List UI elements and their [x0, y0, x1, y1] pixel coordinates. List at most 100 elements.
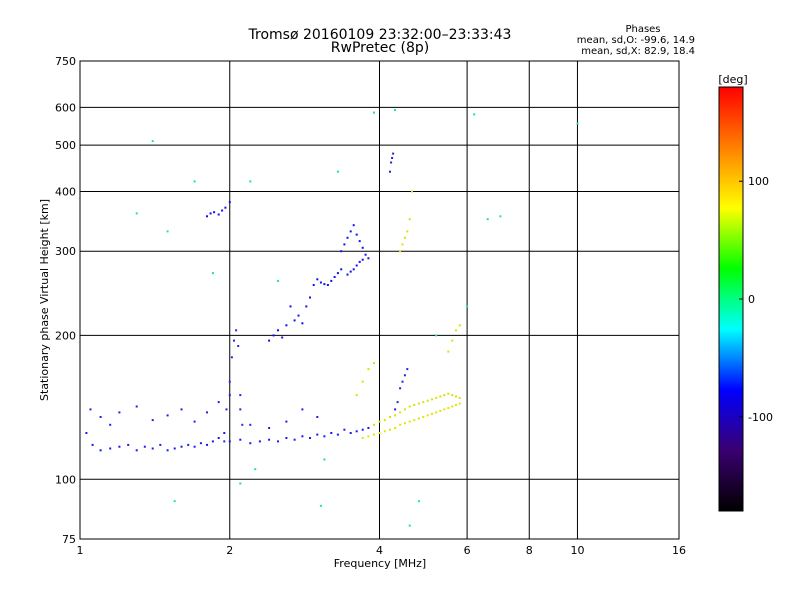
data-point	[249, 180, 252, 183]
data-point	[358, 240, 361, 243]
data-point	[399, 423, 402, 426]
data-point	[333, 276, 336, 278]
data-point	[343, 243, 346, 246]
x-tick-label: 10	[570, 544, 584, 557]
data-point	[228, 394, 231, 397]
data-point	[340, 268, 343, 271]
y-tick-label: 100	[55, 473, 76, 486]
data-point	[233, 339, 235, 342]
data-point	[237, 345, 240, 347]
data-point	[361, 246, 364, 249]
x-tick-label: 1	[77, 544, 84, 557]
grid-lines	[80, 61, 679, 539]
data-point	[417, 500, 420, 503]
phase-info-heading: Phases	[625, 24, 660, 35]
data-point	[361, 380, 364, 383]
data-point	[224, 206, 227, 209]
data-point	[355, 394, 358, 397]
data-point	[254, 468, 257, 471]
data-point	[576, 122, 579, 125]
data-point	[499, 215, 502, 218]
chart-title: Tromsø 20160109 23:32:00–23:33:43	[248, 27, 512, 43]
data-point	[447, 350, 450, 353]
phase-info-o: mean, sd,O: -99.6, 14.9	[577, 35, 695, 46]
data-point	[355, 233, 358, 236]
data-point	[277, 440, 279, 443]
data-point	[127, 443, 130, 446]
data-point	[151, 447, 154, 450]
x-tick-label: 4	[376, 544, 383, 557]
data-point	[391, 157, 394, 159]
data-point	[455, 395, 457, 398]
data-point	[249, 442, 252, 445]
data-point	[406, 368, 409, 371]
data-point	[417, 402, 420, 405]
data-point	[312, 284, 315, 286]
data-point	[135, 449, 138, 452]
data-point	[406, 230, 409, 233]
data-point	[373, 362, 375, 365]
data-point	[268, 339, 271, 342]
data-point	[285, 324, 288, 327]
data-point	[403, 408, 406, 411]
data-point	[239, 482, 242, 485]
data-point	[439, 409, 442, 412]
data-point	[346, 236, 349, 239]
data-point	[85, 432, 88, 434]
data-point	[268, 427, 271, 429]
data-point	[443, 394, 446, 397]
data-point	[473, 113, 476, 116]
data-point	[173, 447, 176, 450]
x-axis-ticks: 1 2 4 6 8 10 16	[77, 544, 687, 557]
data-point	[352, 268, 355, 271]
data-point	[336, 272, 339, 275]
data-point	[373, 433, 375, 436]
y-tick-label: 75	[62, 533, 76, 546]
data-point	[118, 411, 121, 414]
data-point	[355, 264, 358, 267]
data-point	[422, 401, 425, 404]
data-point	[228, 440, 231, 443]
data-point	[193, 420, 196, 423]
x-tick-label: 8	[526, 544, 533, 557]
data-point	[349, 432, 352, 434]
phase-info-x: mean, sd,X: 82.9, 18.4	[581, 46, 695, 57]
data-point	[389, 416, 391, 418]
data-point	[151, 419, 154, 422]
data-point	[316, 278, 319, 281]
data-point	[426, 399, 429, 402]
data-point	[180, 445, 183, 448]
data-point	[361, 428, 364, 431]
y-tick-label: 750	[55, 55, 76, 68]
colorbar: [deg] 100 0 -100	[718, 73, 773, 512]
data-point	[394, 427, 397, 429]
data-point	[392, 152, 395, 155]
data-point	[166, 414, 169, 417]
data-point	[309, 437, 311, 439]
data-point	[352, 224, 355, 227]
data-point	[223, 440, 226, 443]
data-point	[301, 408, 304, 411]
data-point	[241, 423, 244, 426]
data-point	[305, 305, 308, 308]
x-axis-label: Frequency [MHz]	[334, 557, 426, 570]
y-tick-label: 200	[55, 329, 76, 342]
data-point	[217, 213, 220, 216]
data-point	[389, 170, 391, 173]
data-point	[447, 392, 450, 395]
trace-points	[206, 201, 231, 218]
data-point	[361, 437, 364, 439]
data-point	[230, 356, 233, 359]
data-point	[343, 428, 346, 431]
data-point	[293, 438, 296, 441]
data-point	[411, 190, 413, 193]
data-point	[277, 329, 279, 332]
data-point	[151, 140, 154, 143]
data-point	[443, 408, 446, 411]
trace-points	[389, 152, 395, 173]
trace-points	[305, 268, 343, 308]
data-point	[268, 438, 271, 441]
data-point	[193, 445, 196, 448]
data-point	[135, 405, 138, 408]
